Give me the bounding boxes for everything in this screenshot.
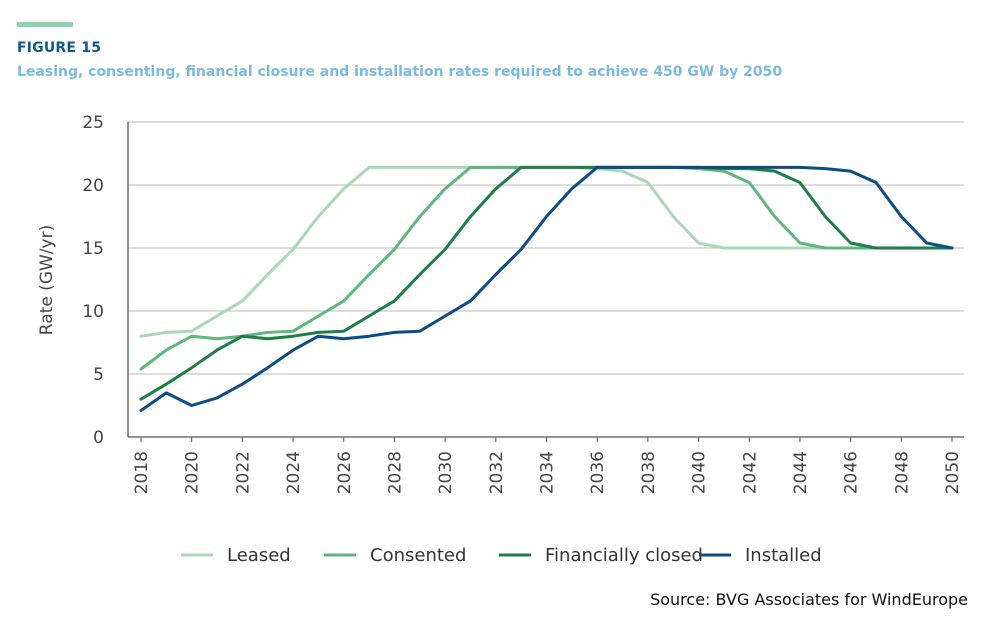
y-tick-label: 15 xyxy=(82,239,104,259)
legend: Leased Consented Financially closed Install… xyxy=(181,545,822,566)
legend-label: Leased xyxy=(227,545,291,566)
legend-label: Financially closed xyxy=(545,545,703,566)
figure-title: Leasing, consenting, financial closure a… xyxy=(17,64,783,80)
y-tick-label: 0 xyxy=(93,428,104,448)
source-note: Source: BVG Associates for WindEurope xyxy=(650,590,968,609)
accent-bar xyxy=(17,22,73,27)
x-tick-label: 2040 xyxy=(690,451,710,494)
x-tick-label: 2034 xyxy=(538,451,558,494)
y-tick-label: 5 xyxy=(93,365,104,385)
x-tick-label: 2046 xyxy=(842,451,862,494)
series-lines xyxy=(139,165,954,412)
x-tick-label: 2020 xyxy=(183,451,203,494)
x-tick-label: 2032 xyxy=(487,451,507,494)
x-tick-label: 2018 xyxy=(132,451,152,494)
y-tick-label: 20 xyxy=(82,176,104,196)
series-line-financially-closed xyxy=(139,165,954,401)
y-tick-label: 10 xyxy=(82,302,104,322)
x-tick-label: 2042 xyxy=(740,451,760,494)
x-tick-labels: 2018 2020 2022 2024 2026 2028 2030 2032 2034 2036… xyxy=(132,437,963,494)
x-tick-label: 2048 xyxy=(892,451,912,494)
series-line-installed xyxy=(139,165,954,412)
x-tick-label: 2024 xyxy=(284,451,304,494)
legend-label: Consented xyxy=(370,545,466,566)
x-tick-label: 2030 xyxy=(436,451,456,494)
x-tick-label: 2044 xyxy=(791,451,811,494)
y-axis-title: Rate (GW/yr) xyxy=(37,225,57,335)
y-tick-labels: 0 5 10 15 20 25 xyxy=(82,113,104,448)
x-tick-label: 2038 xyxy=(639,451,659,494)
x-tick-label: 2028 xyxy=(385,451,405,494)
legend-label: Installed xyxy=(745,545,822,566)
figure-label: FIGURE 15 xyxy=(17,40,102,56)
x-tick-label: 2050 xyxy=(943,451,963,494)
y-tick-label: 25 xyxy=(82,113,104,133)
x-tick-label: 2036 xyxy=(588,451,608,494)
x-tick-label: 2022 xyxy=(233,451,253,494)
x-tick-label: 2026 xyxy=(335,451,355,494)
